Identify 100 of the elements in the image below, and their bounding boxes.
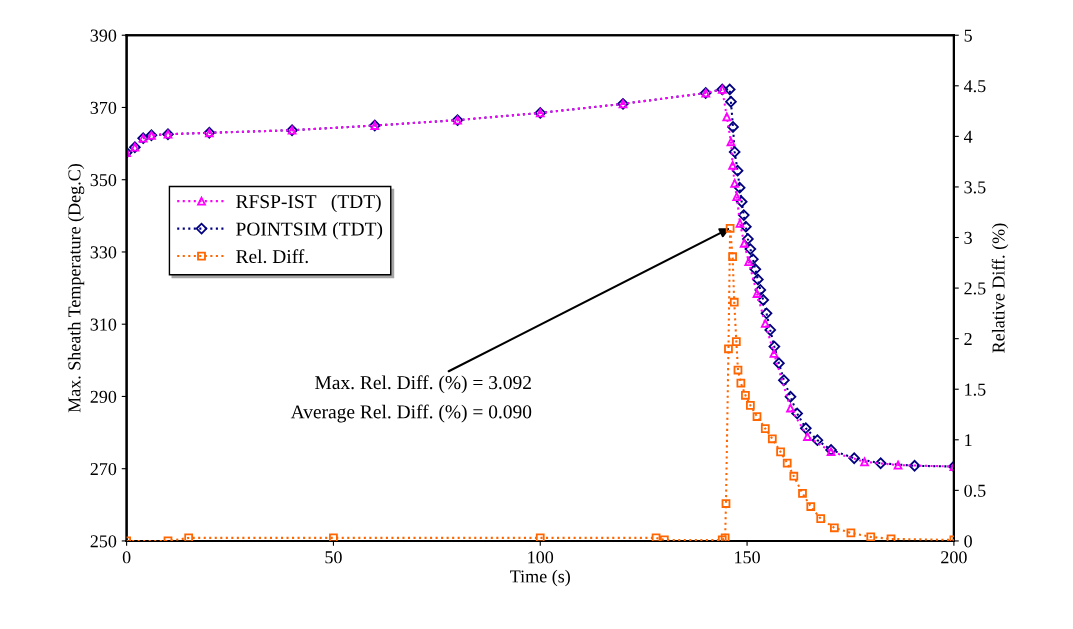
point	[799, 422, 812, 435]
legend-label: POINTSIM (TDT)	[236, 221, 383, 240]
point	[724, 344, 733, 354]
point	[725, 224, 735, 233]
point	[784, 390, 797, 403]
point	[728, 252, 737, 262]
point	[651, 533, 661, 541]
x-tick-label: 0	[122, 551, 131, 564]
point	[725, 95, 737, 108]
point	[735, 219, 745, 228]
y-tick-label: 390	[90, 29, 117, 42]
point	[752, 273, 764, 286]
point	[786, 403, 795, 413]
x-tick-label: 50	[325, 551, 342, 564]
y2-axis-title: Relative Diff. (%)	[991, 223, 1009, 353]
point	[806, 502, 816, 511]
point	[728, 160, 737, 170]
point	[816, 514, 826, 524]
point	[733, 365, 743, 375]
point	[722, 112, 732, 122]
point	[741, 390, 750, 400]
point	[866, 532, 876, 541]
point	[798, 489, 807, 498]
point	[740, 220, 752, 233]
point	[726, 137, 736, 147]
point	[744, 243, 757, 255]
point	[860, 457, 869, 467]
y-tick-label: 350	[90, 173, 117, 187]
y2-tick-label: 1	[965, 434, 972, 447]
point	[744, 257, 754, 267]
point	[184, 533, 194, 541]
point	[747, 253, 759, 265]
point	[731, 337, 741, 347]
y2-tick-label: 1.5	[965, 383, 986, 396]
point	[760, 319, 770, 328]
y2-tick-label: 4	[963, 130, 973, 143]
point	[730, 178, 740, 188]
y2-tick-label: 0.5	[964, 484, 986, 497]
x-tick-label: 100	[528, 551, 554, 564]
point	[811, 434, 824, 446]
point	[731, 164, 744, 177]
point	[535, 533, 545, 541]
y2-tick-label: 5	[964, 29, 972, 42]
y-axis-title: Max. Sheath Temperature (Deg.C)	[67, 164, 85, 413]
point	[728, 146, 741, 158]
annotation: Max. Rel. Diff. (%) = 3.092	[315, 375, 531, 394]
point	[760, 424, 770, 434]
point	[764, 324, 777, 336]
point	[773, 357, 785, 370]
point	[329, 533, 338, 541]
point	[736, 378, 746, 388]
point	[789, 471, 799, 481]
point	[846, 528, 856, 538]
point	[757, 294, 770, 306]
y2-tick-label: 2.5	[964, 282, 986, 295]
point	[739, 238, 749, 248]
point	[848, 452, 861, 465]
point	[782, 458, 792, 468]
point	[752, 412, 762, 421]
x-tick-label: 200	[941, 551, 967, 564]
point	[908, 459, 921, 472]
y-tick-label: 290	[90, 390, 117, 403]
point	[768, 340, 781, 353]
x-axis-title: Time (s)	[510, 569, 570, 587]
point	[752, 289, 762, 298]
y-tick-label: 370	[90, 101, 117, 114]
point	[754, 284, 767, 296]
y-tick-label: 270	[90, 462, 117, 476]
y2-tick-label: 0	[964, 535, 972, 548]
y-tick-label: 250	[90, 535, 117, 548]
y2-tick-label: 4.5	[963, 80, 986, 93]
point	[723, 83, 736, 96]
y2-tick-label: 2	[964, 332, 972, 345]
point	[729, 297, 739, 307]
legend-label: Rel. Diff.	[236, 249, 308, 264]
annotation: Average Rel. Diff. (%) = 0.090	[290, 404, 532, 423]
point	[721, 499, 731, 508]
point	[829, 523, 839, 533]
point	[732, 192, 742, 202]
point	[778, 374, 790, 387]
point	[893, 460, 903, 470]
point	[735, 195, 748, 208]
y2-tick-label: 3	[964, 231, 972, 244]
point	[791, 407, 803, 420]
point	[737, 209, 750, 221]
y-tick-label: 330	[90, 246, 117, 259]
point	[803, 432, 812, 441]
point	[776, 447, 785, 457]
legend-label: RFSP-IST (TDT)	[236, 194, 381, 213]
point	[769, 349, 779, 358]
point	[727, 121, 739, 133]
point	[767, 434, 777, 444]
y2-tick-label: 3.5	[964, 181, 986, 194]
x-tick-label: 150	[735, 551, 760, 564]
point	[742, 233, 754, 245]
point	[746, 401, 755, 410]
point	[733, 181, 746, 194]
point	[874, 457, 887, 470]
point	[760, 307, 773, 320]
point	[749, 263, 762, 276]
